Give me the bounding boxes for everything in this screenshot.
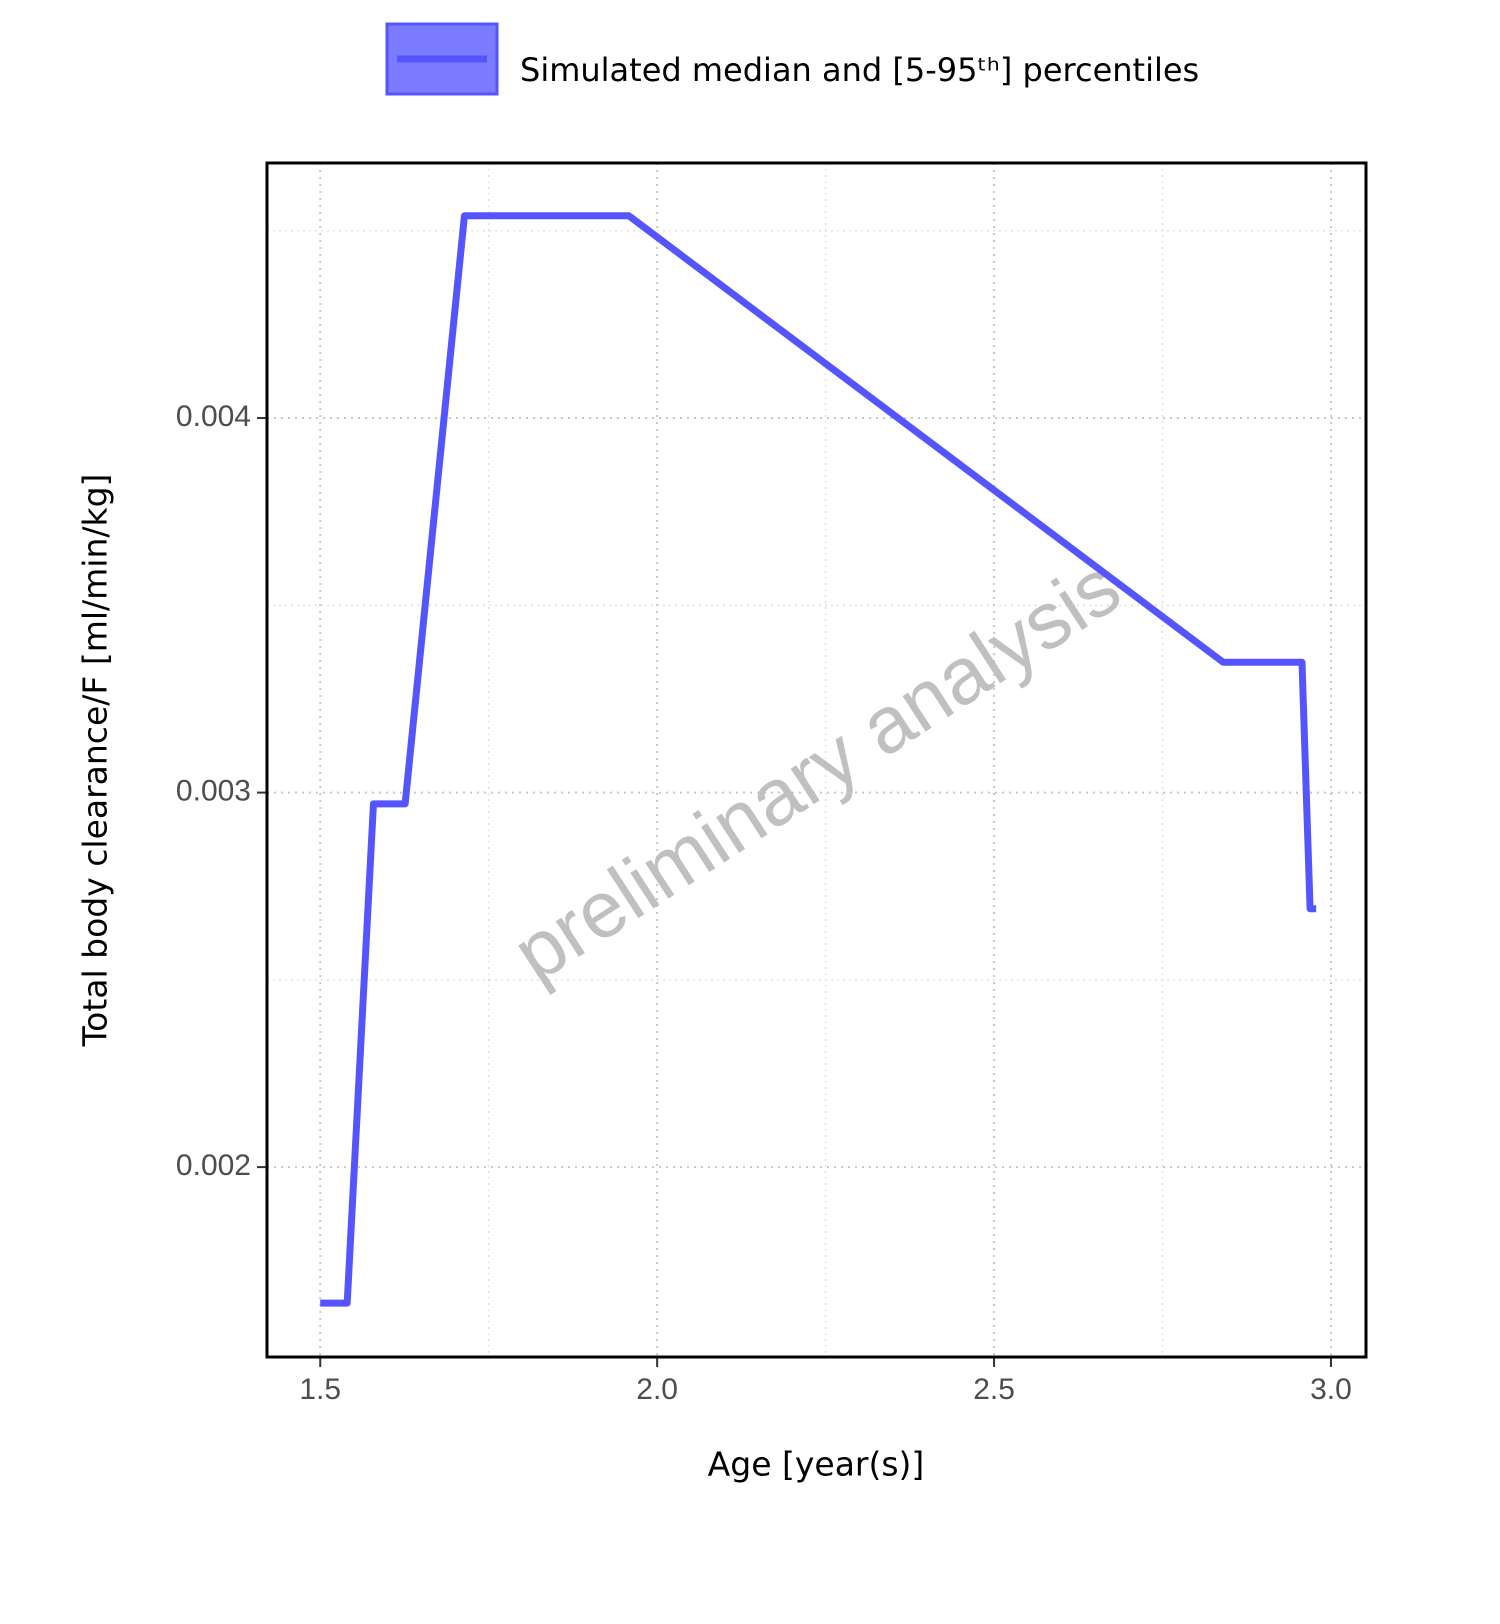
legend-label: Simulated median and [5-95ᵗʰ] percentile…	[520, 51, 1199, 89]
series-line	[320, 212, 1317, 1307]
y-axis-title: Total body clearance/F [ml/min/kg]	[76, 474, 115, 1048]
x-tick-label: 1.5	[299, 1373, 341, 1406]
x-tick-label: 2.5	[973, 1373, 1015, 1406]
x-axis-title: Age [year(s)]	[708, 1445, 925, 1484]
plot-border	[265, 161, 1368, 1359]
x-tick-label: 2.0	[636, 1373, 678, 1406]
y-tick-label: 0.003	[176, 775, 251, 808]
y-tick-label: 0.002	[176, 1149, 251, 1182]
watermark: preliminary analysis	[498, 541, 1136, 998]
y-tick-label: 0.004	[176, 400, 251, 433]
x-tick-label: 3.0	[1310, 1373, 1352, 1406]
